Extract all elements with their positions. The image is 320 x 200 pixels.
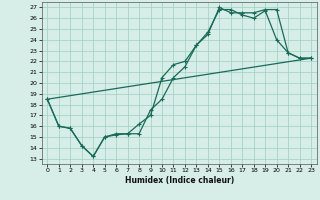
X-axis label: Humidex (Indice chaleur): Humidex (Indice chaleur) xyxy=(124,176,234,185)
